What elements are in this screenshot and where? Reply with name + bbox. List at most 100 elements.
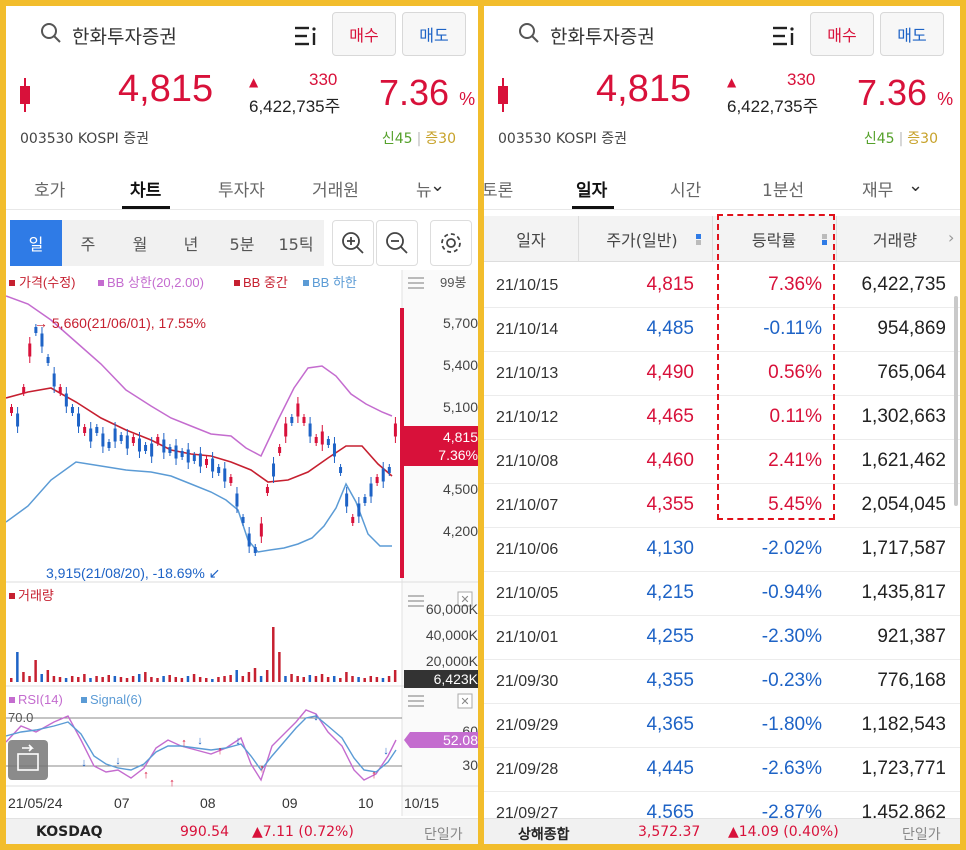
tab-financials[interactable]: 재무 xyxy=(862,181,894,201)
table-row[interactable]: 21/10/08 4,460 2.41% 1,621,462 xyxy=(484,440,960,484)
cell-volume: 1,452,862 xyxy=(861,802,946,823)
chevron-down-icon[interactable]: ⌄ xyxy=(908,175,924,196)
sell-button[interactable]: 매도 xyxy=(880,12,944,56)
list-menu-button[interactable] xyxy=(282,16,330,56)
cell-volume: 1,621,462 xyxy=(861,450,946,471)
candle-body xyxy=(339,467,343,473)
search-input[interactable]: 한화투자증권 xyxy=(20,16,282,52)
tab-broker[interactable]: 거래원 xyxy=(312,181,359,201)
tab-discussion[interactable]: 토론 xyxy=(484,181,514,201)
period-day[interactable]: 일 xyxy=(10,220,62,266)
volume-bar xyxy=(58,677,62,682)
sell-signal-icon: ↓ xyxy=(115,755,121,767)
volume-bar xyxy=(198,677,202,682)
candle-body xyxy=(156,437,160,443)
period-year[interactable]: 년 xyxy=(166,220,216,266)
column-header-volume[interactable]: 거래량 xyxy=(872,231,918,250)
column-header-date[interactable]: 일자 xyxy=(516,231,546,250)
table-row[interactable]: 21/10/14 4,485 -0.11% 954,869 xyxy=(484,308,960,352)
period-5min[interactable]: 5분 xyxy=(216,220,268,266)
stock-chart[interactable]: 가격(수정) BB 상한(20,2.00) BB 중간 BB 하한 99봉 5,… xyxy=(6,270,478,816)
list-menu-button[interactable] xyxy=(760,16,808,56)
tab-news[interactable]: 뉴 xyxy=(416,181,432,201)
column-header-rate[interactable]: 등락률 xyxy=(751,231,797,250)
candle-body xyxy=(296,403,300,417)
zoom-in-button[interactable] xyxy=(332,220,374,266)
table-row[interactable]: 21/10/05 4,215 -0.94% 1,435,817 xyxy=(484,572,960,616)
volume-bar xyxy=(131,676,135,682)
period-15tick[interactable]: 15틱 xyxy=(268,220,324,266)
volume-bar xyxy=(265,670,269,682)
legend-bb-mid-swatch xyxy=(234,280,240,286)
price-axis-tick: 5,400 xyxy=(443,357,478,373)
volume-bar xyxy=(235,670,238,682)
search-query: 한화투자증권 xyxy=(550,26,655,48)
table-row[interactable]: 21/10/12 4,465 0.11% 1,302,663 xyxy=(484,396,960,440)
tab-hoga[interactable]: 호가 xyxy=(34,181,66,201)
buy-signal-icon: ↑ xyxy=(371,769,377,781)
volume-bar xyxy=(314,676,318,682)
unit-label: 단일가 xyxy=(902,827,941,843)
zoom-in-icon xyxy=(342,232,364,254)
table-row[interactable]: 21/10/01 4,255 -2.30% 921,387 xyxy=(484,616,960,660)
column-header-price[interactable]: 주가(일반) xyxy=(606,231,678,250)
candle-body xyxy=(144,445,148,451)
cell-price: 4,355 xyxy=(646,670,694,691)
zoom-out-button[interactable] xyxy=(376,220,418,266)
sell-signal-icon: ↓ xyxy=(81,757,87,769)
left-panel: 한화투자증권 매수 매도 4,815 ▲ 330 6,422,735주 7.36… xyxy=(6,6,478,844)
table-row[interactable]: 21/10/06 4,130 -2.02% 1,717,587 xyxy=(484,528,960,572)
volume-bar xyxy=(162,676,165,682)
volume-bar xyxy=(290,674,293,682)
candle-body xyxy=(308,423,312,437)
candle-body xyxy=(162,439,166,453)
rotate-screen-icon xyxy=(17,744,39,771)
cell-date: 21/10/07 xyxy=(496,497,559,514)
market-index-bar[interactable]: 상해종합 3,572.37 ▲14.09 (0.40%) 단일가 xyxy=(484,818,960,844)
market-index-bar[interactable]: KOSDAQ 990.54 ▲7.11 (0.72%) 단일가 xyxy=(6,818,478,844)
candle-body xyxy=(205,459,208,465)
table-row[interactable]: 21/10/13 4,490 0.56% 765,064 xyxy=(484,352,960,396)
cell-rate: -2.63% xyxy=(761,758,822,779)
candle-body xyxy=(332,443,336,457)
list-menu-icon xyxy=(295,26,316,46)
cell-rate: -0.11% xyxy=(763,318,822,339)
table-row[interactable]: 21/09/29 4,365 -1.80% 1,182,543 xyxy=(484,704,960,748)
price-axis-tick: 5,700 xyxy=(443,315,478,331)
candle-body xyxy=(235,493,239,507)
candle-body xyxy=(381,468,385,482)
tab-chart[interactable]: 차트 xyxy=(130,181,162,201)
period-week[interactable]: 주 xyxy=(62,220,114,266)
volume-bar xyxy=(247,672,251,682)
table-row[interactable]: 21/09/28 4,445 -2.63% 1,723,771 xyxy=(484,748,960,792)
chart-settings-button[interactable] xyxy=(430,220,472,266)
cell-price: 4,485 xyxy=(646,318,694,339)
stock-meta: 003530 KOSPI 증권 신45 | 증30 xyxy=(484,124,960,150)
tab-time[interactable]: 시간 xyxy=(670,181,702,201)
cell-volume: 1,302,663 xyxy=(861,406,946,427)
chevron-right-icon[interactable]: › xyxy=(948,228,955,247)
table-row[interactable]: 21/09/30 4,355 -0.23% 776,168 xyxy=(484,660,960,704)
cell-price: 4,490 xyxy=(646,362,694,383)
buy-button[interactable]: 매수 xyxy=(332,12,396,56)
sell-button[interactable]: 매도 xyxy=(402,12,466,56)
tab-daily[interactable]: 일자 xyxy=(576,181,608,201)
last-price-tag-value: 4,815 xyxy=(443,429,478,445)
chevron-down-icon[interactable]: ⌄ xyxy=(430,175,446,196)
tab-1min[interactable]: 1분선 xyxy=(762,181,805,201)
high-annotation: → 5,660(21/06/01), 17.55% xyxy=(34,315,206,331)
close-pane-button[interactable]: ✕ xyxy=(457,693,473,709)
candle-body xyxy=(363,497,367,503)
buy-button[interactable]: 매수 xyxy=(810,12,874,56)
period-month[interactable]: 월 xyxy=(114,220,166,266)
search-input[interactable]: 한화투자증권 xyxy=(498,16,760,52)
rotate-screen-button[interactable] xyxy=(8,740,48,780)
table-row[interactable]: 21/10/07 4,355 5.45% 2,054,045 xyxy=(484,484,960,528)
tab-investor[interactable]: 투자자 xyxy=(218,181,265,201)
cell-volume: 954,869 xyxy=(877,318,946,339)
table-scrollbar[interactable] xyxy=(954,296,958,506)
change-percent: 7.36 % xyxy=(379,72,476,113)
table-row[interactable]: 21/10/15 4,815 7.36% 6,422,735 xyxy=(484,264,960,308)
cell-volume: 1,435,817 xyxy=(861,582,946,603)
close-pane-button[interactable]: ✕ xyxy=(457,591,473,607)
